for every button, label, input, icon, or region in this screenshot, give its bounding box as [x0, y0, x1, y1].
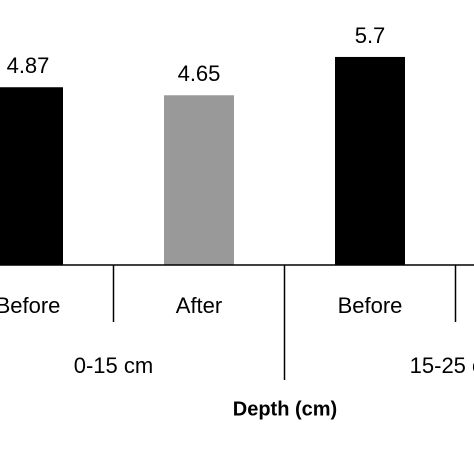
data-label: 4.65 — [178, 61, 221, 86]
bar — [335, 56, 405, 266]
x-tick-label: Before — [0, 293, 60, 318]
x-axis-label: Depth (cm) — [233, 398, 337, 420]
x-tick-label: After — [176, 293, 222, 318]
data-label: 5.7 — [355, 23, 386, 48]
x-tick-label: Before — [338, 293, 403, 318]
data-label: 4.87 — [7, 53, 50, 78]
group-label: 15-25 cm — [410, 353, 474, 378]
group-label: 0-15 cm — [74, 353, 153, 378]
bar — [164, 95, 234, 266]
bar — [0, 87, 63, 266]
